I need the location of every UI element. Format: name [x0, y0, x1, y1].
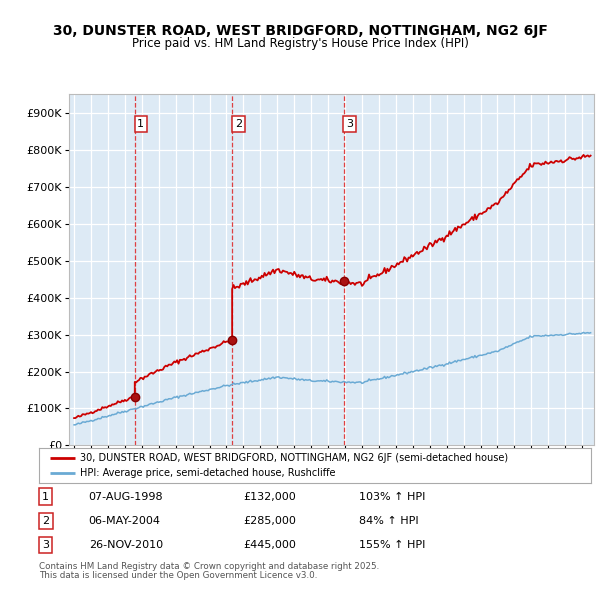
Text: £285,000: £285,000 — [243, 516, 296, 526]
Text: 07-AUG-1998: 07-AUG-1998 — [89, 492, 163, 502]
Text: 84% ↑ HPI: 84% ↑ HPI — [359, 516, 419, 526]
Text: £445,000: £445,000 — [243, 540, 296, 550]
Text: 30, DUNSTER ROAD, WEST BRIDGFORD, NOTTINGHAM, NG2 6JF (semi-detached house): 30, DUNSTER ROAD, WEST BRIDGFORD, NOTTIN… — [80, 453, 509, 463]
Text: 3: 3 — [346, 119, 353, 129]
Text: 3: 3 — [42, 540, 49, 550]
Text: 1: 1 — [137, 119, 145, 129]
Text: 30, DUNSTER ROAD, WEST BRIDGFORD, NOTTINGHAM, NG2 6JF: 30, DUNSTER ROAD, WEST BRIDGFORD, NOTTIN… — [53, 24, 547, 38]
Text: 2: 2 — [42, 516, 49, 526]
Text: 155% ↑ HPI: 155% ↑ HPI — [359, 540, 425, 550]
Text: £132,000: £132,000 — [243, 492, 296, 502]
Text: 1: 1 — [42, 492, 49, 502]
Text: 2: 2 — [235, 119, 242, 129]
Text: This data is licensed under the Open Government Licence v3.0.: This data is licensed under the Open Gov… — [39, 571, 317, 580]
Text: Price paid vs. HM Land Registry's House Price Index (HPI): Price paid vs. HM Land Registry's House … — [131, 37, 469, 50]
Text: 06-MAY-2004: 06-MAY-2004 — [89, 516, 161, 526]
Text: 26-NOV-2010: 26-NOV-2010 — [89, 540, 163, 550]
Text: 103% ↑ HPI: 103% ↑ HPI — [359, 492, 425, 502]
Text: HPI: Average price, semi-detached house, Rushcliffe: HPI: Average price, semi-detached house,… — [80, 468, 336, 478]
Text: Contains HM Land Registry data © Crown copyright and database right 2025.: Contains HM Land Registry data © Crown c… — [39, 562, 379, 571]
